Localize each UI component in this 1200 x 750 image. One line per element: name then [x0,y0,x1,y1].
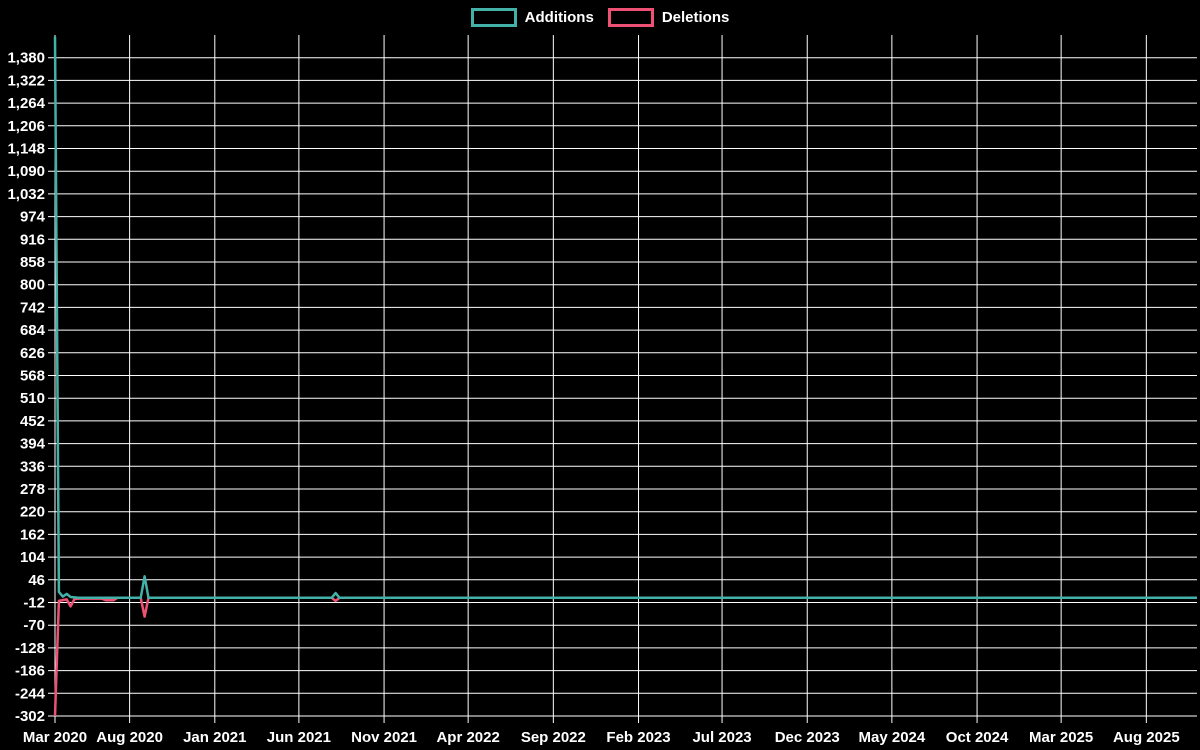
y-axis-tick-label: 104 [20,549,46,566]
y-axis-tick-label: 742 [20,299,45,316]
y-axis-tick-label: 800 [20,277,45,294]
y-axis-tick-label: 162 [20,526,45,543]
y-axis-tick-label: -244 [15,685,46,702]
x-axis-tick-label: Jan 2021 [183,729,246,746]
y-axis-tick-label: 278 [20,481,45,498]
y-axis-tick-label: 1,090 [7,163,45,180]
x-axis-tick-label: Apr 2022 [436,729,499,746]
legend-label-deletions: Deletions [661,9,730,26]
chart-legend: Additions Deletions [0,8,1200,27]
y-axis-tick-label: 1,148 [7,141,45,158]
additions-swatch-icon [470,8,517,27]
x-axis-tick-label: Feb 2023 [606,729,670,746]
y-axis-tick-label: 394 [20,436,46,453]
additions-line [53,36,1197,600]
x-axis-tick-label: Mar 2020 [23,729,87,746]
y-axis-tick-label: -186 [15,663,45,680]
x-axis-tick-label: Jun 2021 [267,729,331,746]
x-axis-tick-label: Nov 2021 [351,729,417,746]
y-axis-tick-label: 452 [20,413,45,430]
x-axis-tick-label: Jul 2023 [692,729,751,746]
deletions-swatch-icon [607,8,654,27]
x-axis-tick-label: Mar 2025 [1029,729,1093,746]
legend-item-deletions[interactable]: Deletions [607,8,730,27]
y-axis-tick-label: 1,264 [7,95,45,112]
y-axis-tick-label: 1,380 [7,50,45,67]
x-axis-tick-label: Aug 2020 [96,729,163,746]
y-axis-tick-label: 974 [20,209,46,226]
y-axis-tick-label: -128 [15,640,45,657]
y-axis-tick-label: 1,032 [7,186,45,203]
x-axis-tick-label: May 2024 [859,729,926,746]
x-axis-tick-label: Dec 2023 [775,729,840,746]
x-axis-tick-label: Aug 2025 [1113,729,1180,746]
y-axis-tick-label: 336 [20,458,45,475]
deletions-line [53,596,1197,717]
y-axis-tick-label: -302 [15,708,45,725]
y-axis-tick-label: 1,206 [7,118,45,135]
y-axis-tick-label: 1,322 [7,72,45,89]
y-axis-tick-label: 916 [20,231,45,248]
legend-item-additions[interactable]: Additions [470,8,594,27]
y-axis-tick-label: 626 [20,345,45,362]
x-axis-tick-label: Sep 2022 [521,729,586,746]
y-axis-tick-label: 858 [20,254,45,271]
y-axis-tick-label: 220 [20,504,45,521]
y-axis-tick-label: -12 [23,595,45,612]
y-axis-tick-label: 684 [20,322,46,339]
legend-label-additions: Additions [524,9,594,26]
y-axis-tick-label: 568 [20,368,45,385]
y-axis-tick-label: 510 [20,390,45,407]
y-axis-tick-label: -70 [23,617,45,634]
y-axis-tick-label: 46 [28,572,45,589]
x-axis-tick-label: Oct 2024 [946,729,1009,746]
